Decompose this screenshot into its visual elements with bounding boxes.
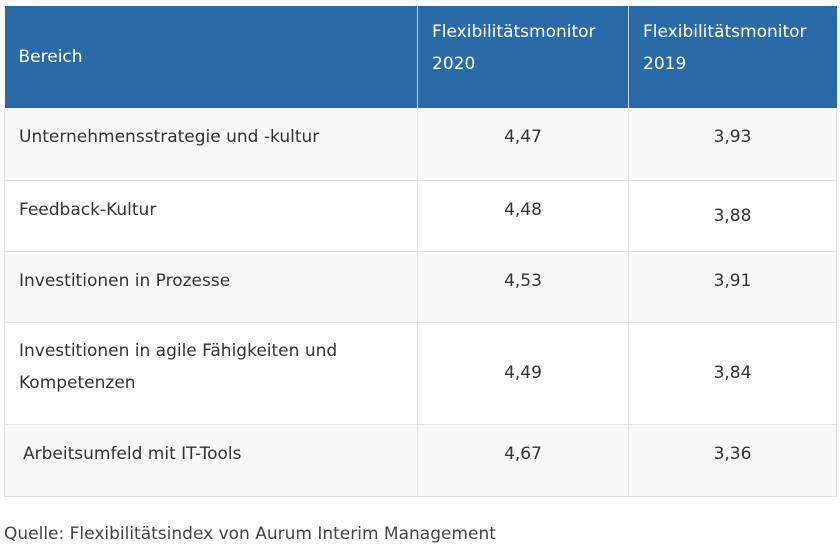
cell-value-2019: 3,88 bbox=[628, 180, 837, 252]
cell-area: Investitionen in Prozesse bbox=[4, 251, 418, 323]
table-header: Bereich Flexibilitätsmonitor 2020 Flexib… bbox=[4, 6, 837, 108]
cell-area: Investitionen in agile Fähigkeiten und K… bbox=[4, 322, 418, 425]
cell-value-2019: 3,93 bbox=[628, 108, 837, 181]
header-area: Bereich bbox=[4, 6, 418, 108]
source-caption: Quelle: Flexibilitätsindex von Aurum Int… bbox=[4, 524, 496, 544]
cell-area: Unternehmensstrategie und -kultur bbox=[4, 108, 418, 181]
table-row: Feedback-Kultur 4,48 3,88 bbox=[4, 180, 837, 252]
table-row: Investitionen in agile Fähigkeiten und K… bbox=[4, 322, 837, 425]
table-row: Arbeitsumfeld mit IT-Tools 4,67 3,36 bbox=[4, 424, 837, 497]
header-2020: Flexibilitätsmonitor 2020 bbox=[417, 6, 629, 108]
header-2019: Flexibilitätsmonitor 2019 bbox=[628, 6, 837, 108]
header-2019-line-1: Flexibilitätsmonitor bbox=[643, 22, 807, 42]
cell-value-2020: 4,67 bbox=[417, 424, 629, 497]
header-row: Bereich Flexibilitätsmonitor 2020 Flexib… bbox=[4, 6, 837, 108]
header-2020-line-1: Flexibilitätsmonitor bbox=[432, 22, 596, 42]
table-body: Unternehmensstrategie und -kultur 4,47 3… bbox=[4, 108, 837, 497]
table-row: Investitionen in Prozesse 4,53 3,91 bbox=[4, 251, 837, 323]
comparison-table: Bereich Flexibilitätsmonitor 2020 Flexib… bbox=[4, 6, 837, 497]
cell-area: Feedback-Kultur bbox=[4, 180, 418, 252]
cell-value-2020: 4,47 bbox=[417, 108, 629, 181]
cell-value-2019: 3,91 bbox=[628, 251, 837, 323]
cell-area: Arbeitsumfeld mit IT-Tools bbox=[4, 424, 418, 497]
cell-value-2020: 4,48 bbox=[417, 180, 629, 252]
cell-value-2019: 3,84 bbox=[628, 322, 837, 425]
cell-value-2020: 4,53 bbox=[417, 251, 629, 323]
cell-value-2019: 3,36 bbox=[628, 424, 837, 497]
header-2020-line-2: 2020 bbox=[432, 54, 476, 74]
cell-value-2020: 4,49 bbox=[417, 322, 629, 425]
table-row: Unternehmensstrategie und -kultur 4,47 3… bbox=[4, 108, 837, 181]
header-2019-line-2: 2019 bbox=[643, 54, 687, 74]
